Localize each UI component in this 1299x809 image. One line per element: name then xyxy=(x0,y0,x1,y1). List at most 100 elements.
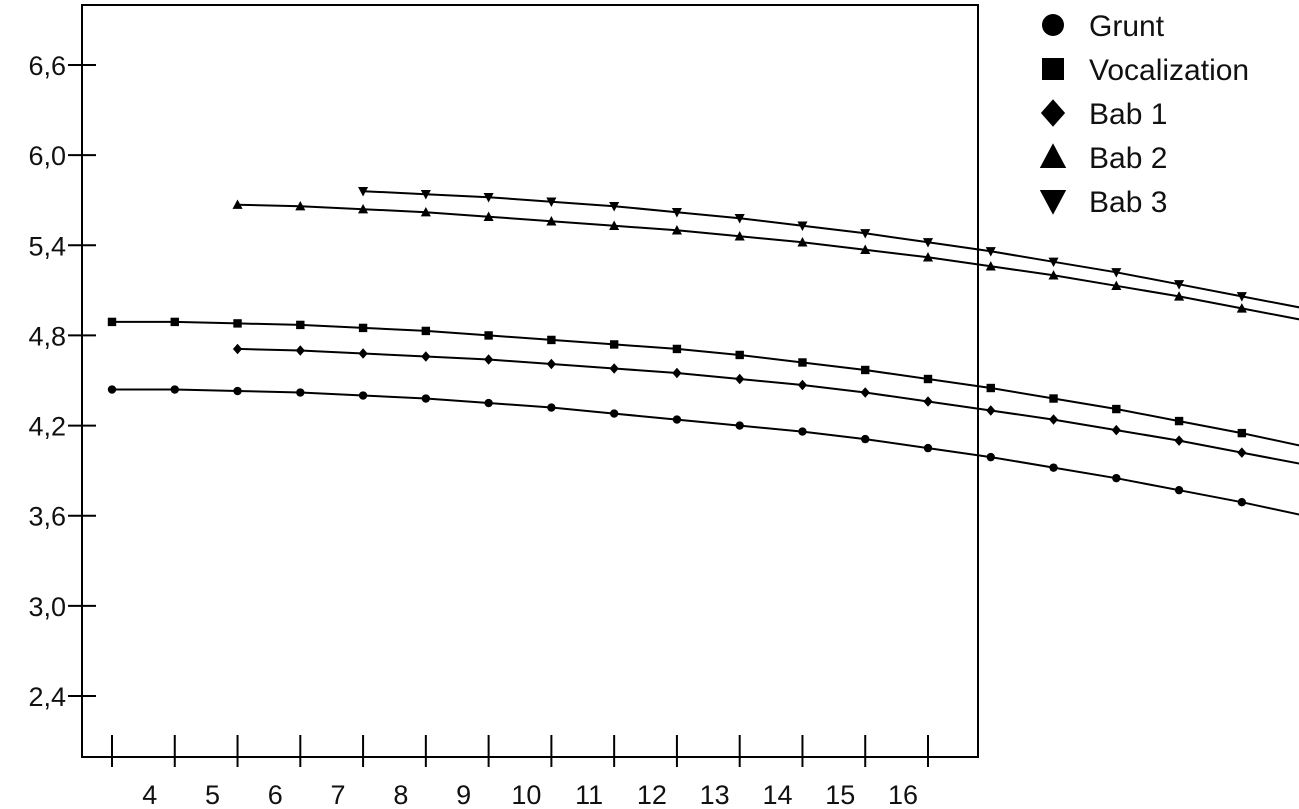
data-point xyxy=(797,379,808,391)
series-bab-3 xyxy=(358,187,1299,309)
data-point xyxy=(986,383,995,393)
data-point xyxy=(483,193,494,203)
data-point xyxy=(107,385,117,394)
data-point xyxy=(860,229,871,239)
y-tick-label: 4,2 xyxy=(28,412,66,442)
data-point xyxy=(170,385,179,394)
data-point xyxy=(421,394,431,403)
y-tick-label: 6,6 xyxy=(28,51,66,81)
data-point xyxy=(609,340,619,349)
data-point xyxy=(1237,428,1247,438)
data-point xyxy=(922,238,934,248)
data-point xyxy=(296,388,305,397)
data-point xyxy=(170,317,179,327)
legend-label: Bab 2 xyxy=(1089,142,1167,175)
x-tick-label: 11 xyxy=(575,780,603,809)
legend-entry: Grunt xyxy=(1042,10,1165,43)
data-point xyxy=(1174,280,1185,290)
data-point xyxy=(860,244,871,254)
data-point xyxy=(421,351,431,362)
data-point xyxy=(734,214,745,224)
y-tick-label: 5,4 xyxy=(28,231,66,261)
data-point xyxy=(798,358,807,367)
legend-entry: Bab 1 xyxy=(1040,98,1167,131)
x-tick-label: 6 xyxy=(268,780,283,809)
data-point xyxy=(1111,280,1122,291)
data-point xyxy=(671,225,682,235)
legend-label: Bab 3 xyxy=(1089,186,1167,219)
data-point xyxy=(1048,257,1059,268)
data-point xyxy=(358,187,369,197)
legend-marker xyxy=(1039,190,1067,215)
data-point xyxy=(1049,463,1058,472)
series-line xyxy=(237,203,1299,321)
data-point xyxy=(1237,447,1247,458)
data-point xyxy=(860,387,870,398)
data-point xyxy=(1112,473,1121,483)
axes: 2,4 3,0 3,6 4,2 4,8 5,4 6,0 6,6 4 5 6 7 8 9 10 11 12 13 14… xyxy=(28,4,979,809)
data-point xyxy=(861,365,870,375)
data-point xyxy=(1111,424,1121,436)
x-tick-label: 5 xyxy=(205,780,220,809)
data-point xyxy=(295,200,306,211)
data-point xyxy=(483,354,494,365)
data-point xyxy=(420,190,431,200)
data-point xyxy=(986,452,995,462)
data-point xyxy=(233,319,242,328)
series-line xyxy=(112,388,1299,516)
series-bab-2 xyxy=(232,199,1299,321)
data-point xyxy=(922,252,934,262)
data-point xyxy=(358,323,368,333)
data-point xyxy=(672,415,682,424)
data-point xyxy=(484,398,493,408)
legend-marker xyxy=(1042,14,1064,36)
data-point xyxy=(797,221,808,232)
data-point xyxy=(107,317,117,327)
series-grunt xyxy=(107,385,1299,516)
y-tick-label: 6,0 xyxy=(28,141,66,171)
data-point xyxy=(861,434,870,444)
data-point xyxy=(609,409,619,418)
data-point xyxy=(671,208,682,218)
x-tick-label: 4 xyxy=(142,780,157,809)
data-point xyxy=(484,331,493,340)
x-tick-label: 15 xyxy=(825,780,855,809)
x-tick-label: 9 xyxy=(456,780,471,809)
data-point xyxy=(358,203,369,214)
legend-label: Bab 1 xyxy=(1089,98,1167,131)
data-point xyxy=(1049,394,1058,403)
x-tick-label: 16 xyxy=(888,780,918,809)
data-point xyxy=(797,237,808,247)
series-vocalization xyxy=(107,317,1299,447)
legend-entry: Vocalization xyxy=(1042,54,1249,87)
y-tick-label: 4,8 xyxy=(28,321,66,351)
data-point xyxy=(798,427,807,436)
series-line xyxy=(237,347,1299,465)
plot-frame xyxy=(81,4,979,758)
x-tick-label: 10 xyxy=(511,780,541,809)
data-point xyxy=(547,403,556,412)
data-point xyxy=(1174,291,1185,301)
legend-marker xyxy=(1039,143,1067,168)
y-tick-label: 3,6 xyxy=(28,502,66,532)
data-point xyxy=(923,443,933,453)
legend-entry: Bab 2 xyxy=(1039,142,1167,175)
y-tick-label: 2,4 xyxy=(28,682,66,712)
data-point xyxy=(420,206,431,217)
series-line xyxy=(112,320,1299,447)
data-point xyxy=(672,344,682,354)
data-point xyxy=(1174,485,1184,495)
legend: Grunt Vocalization Bab 1 Bab 2 Bab 3 xyxy=(1039,10,1249,219)
data-point xyxy=(1236,292,1247,302)
data-point xyxy=(421,326,431,336)
data-point xyxy=(232,199,243,209)
data-point xyxy=(546,358,557,370)
data-point xyxy=(1048,270,1059,280)
data-point xyxy=(985,247,996,257)
data-point xyxy=(546,215,557,226)
data-point xyxy=(609,202,620,212)
data-point xyxy=(1048,414,1059,425)
legend-marker xyxy=(1040,99,1066,127)
data-point xyxy=(1174,416,1184,426)
